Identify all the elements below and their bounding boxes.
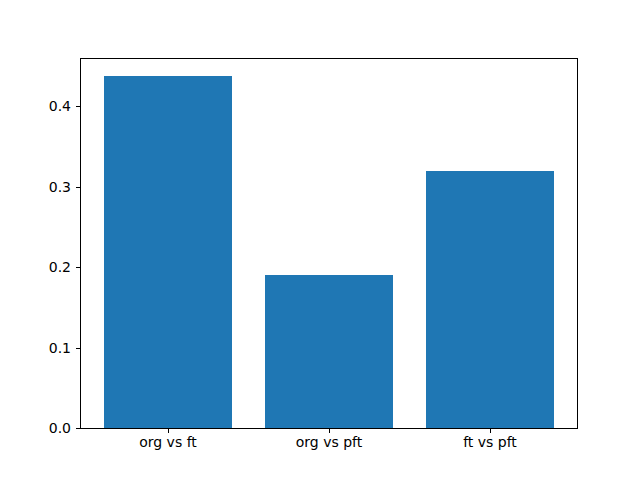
x-tick-label: org vs ft [108,435,228,449]
y-tick-label: 0.3 [31,180,71,194]
plot-area: org vs ftorg vs pftft vs pft0.00.10.20.3… [80,58,578,429]
y-tick-mark [76,428,80,429]
x-tick-label: org vs pft [269,435,389,449]
y-tick-label: 0.2 [31,260,71,274]
y-tick-label: 0.1 [31,341,71,355]
bar-ft-vs-pft [426,171,555,428]
bar-chart-figure: org vs ft org vs pft ft vs pft 0.0 0.1 0.2 0.3… [0,0,640,480]
x-tick-label: ft vs pft [430,435,550,449]
y-tick-mark [76,187,80,188]
y-tick-label: 0.0 [31,421,71,435]
x-tick-mark [168,429,169,433]
bar-org-vs-ft [104,76,233,428]
bar-org-vs-pft [265,275,394,428]
x-tick-mark [490,429,491,433]
y-tick-mark [76,106,80,107]
y-tick-label: 0.4 [31,99,71,113]
y-tick-mark [76,267,80,268]
y-tick-mark [76,348,80,349]
x-tick-mark [329,429,330,433]
